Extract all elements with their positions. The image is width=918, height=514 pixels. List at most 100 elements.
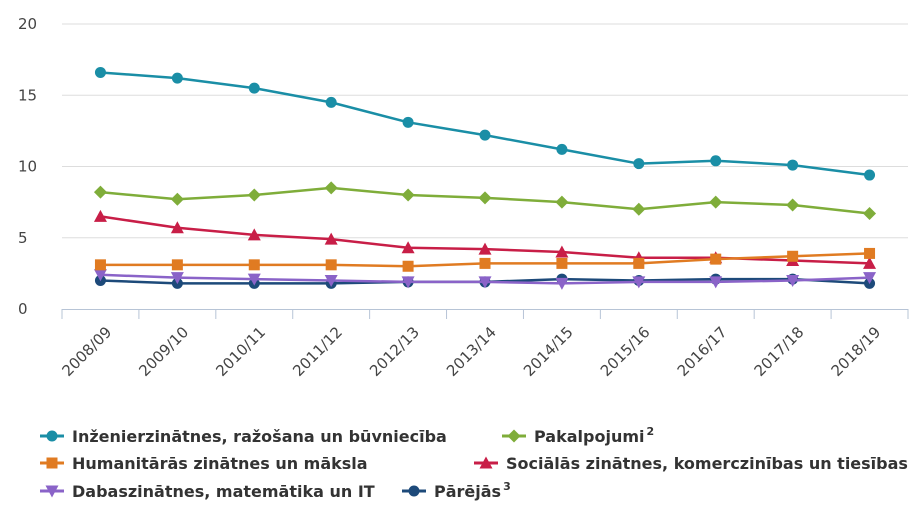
series-2 xyxy=(93,181,877,221)
data-point xyxy=(94,66,106,78)
legend-marker xyxy=(46,457,58,469)
data-point xyxy=(479,129,491,141)
series-line xyxy=(100,215,870,265)
data-point xyxy=(786,198,800,212)
x-tick-label: 2012/13 xyxy=(366,323,423,380)
data-point xyxy=(863,256,877,269)
legend-label-text: Inženierzinātnes, ražošana un būvniecība xyxy=(72,427,447,446)
data-point xyxy=(478,276,492,289)
series-5 xyxy=(93,269,877,290)
y-tick-label: 0 xyxy=(18,300,28,318)
data-point xyxy=(632,202,646,216)
data-point xyxy=(324,232,338,245)
data-point xyxy=(478,242,492,255)
data-point xyxy=(555,277,569,290)
y-tick-label: 10 xyxy=(18,158,37,176)
grid-layer xyxy=(62,23,908,239)
legend-marker xyxy=(479,456,493,469)
legend: Inženierzinātnes, ražošana un būvniecība… xyxy=(40,425,908,501)
x-tick-label: 2014/15 xyxy=(520,323,577,380)
data-point xyxy=(787,159,799,171)
x-tick-label: 2013/14 xyxy=(443,323,500,380)
data-point xyxy=(478,191,492,205)
data-point xyxy=(171,72,183,84)
y-tick-label: 20 xyxy=(18,15,37,33)
legend-item[interactable]: Pakalpojumi 2 xyxy=(502,425,654,446)
data-point xyxy=(93,269,107,282)
data-point xyxy=(863,207,877,221)
data-point xyxy=(864,169,876,181)
data-point xyxy=(401,188,415,202)
legend-item[interactable]: Inženierzinātnes, ražošana un būvniecība xyxy=(40,427,447,446)
legend-item[interactable]: Humanitārās zinātnes un māksla xyxy=(40,454,368,473)
legend-label-text: Sociālās zinātnes, komerczinības un ties… xyxy=(506,454,908,473)
data-point xyxy=(170,272,184,285)
data-point xyxy=(401,276,415,289)
series-3 xyxy=(94,247,876,272)
data-point xyxy=(248,82,260,94)
data-point xyxy=(325,96,337,108)
y-tick-label: 15 xyxy=(18,86,37,104)
data-point xyxy=(787,250,799,262)
data-point xyxy=(710,253,722,265)
data-point xyxy=(170,221,184,234)
data-point xyxy=(247,228,261,241)
data-point xyxy=(633,257,645,269)
data-point xyxy=(555,195,569,209)
x-tick-label: 2011/12 xyxy=(289,323,346,380)
data-point xyxy=(633,158,645,170)
data-point xyxy=(632,276,646,289)
legend-label: Dabaszinātnes, matemātika un IT xyxy=(72,482,375,501)
x-tick-label: 2010/11 xyxy=(212,323,269,380)
data-point xyxy=(864,247,876,259)
data-point xyxy=(556,143,568,155)
legend-item[interactable]: Dabaszinātnes, matemātika un IT xyxy=(40,482,375,501)
series-line xyxy=(100,71,870,177)
legend-marker xyxy=(46,430,58,442)
series-1 xyxy=(94,66,876,181)
legend-label: Inženierzinātnes, ražošana un būvniecība xyxy=(72,427,447,446)
series-layer xyxy=(93,66,877,290)
data-point xyxy=(863,272,877,285)
x-tick-label: 2017/18 xyxy=(751,323,808,380)
legend-label-text: Pārējās xyxy=(434,482,501,501)
data-point xyxy=(709,276,723,289)
data-point xyxy=(93,209,107,222)
data-point xyxy=(94,259,106,271)
data-point xyxy=(325,259,337,271)
data-point xyxy=(555,245,569,258)
data-point xyxy=(170,192,184,206)
data-point xyxy=(710,155,722,167)
legend-footnote-marker: 2 xyxy=(647,425,655,438)
legend-label-text: Dabaszinātnes, matemātika un IT xyxy=(72,482,375,501)
data-point xyxy=(248,259,260,271)
x-tick-label: 2015/16 xyxy=(597,323,654,380)
data-point xyxy=(247,188,261,202)
legend-label: Pārējās 3 xyxy=(434,480,511,501)
legend-label: Sociālās zinātnes, komerczinības un ties… xyxy=(506,454,908,473)
data-point xyxy=(401,241,415,254)
data-point xyxy=(556,257,568,269)
data-point xyxy=(247,273,261,286)
data-point xyxy=(324,275,338,287)
x-tick-label: 2016/17 xyxy=(674,323,731,380)
legend-label-text: Humanitārās zinātnes un māksla xyxy=(72,454,368,473)
legend-label-text: Pakalpojumi xyxy=(534,427,645,446)
data-point xyxy=(786,275,800,287)
data-point xyxy=(402,116,414,128)
legend-label: Pakalpojumi 2 xyxy=(534,425,654,446)
y-tick-label: 5 xyxy=(18,229,28,247)
data-point xyxy=(479,257,491,269)
x-tick-label: 2018/19 xyxy=(828,323,885,380)
data-point xyxy=(93,185,107,199)
legend-marker xyxy=(507,429,521,443)
x-tick-label: 2009/10 xyxy=(135,323,192,380)
legend-item[interactable]: Sociālās zinātnes, komerczinības un ties… xyxy=(474,454,908,473)
legend-label: Humanitārās zinātnes un māksla xyxy=(72,454,368,473)
data-point xyxy=(324,181,338,195)
legend-footnote-marker: 3 xyxy=(503,480,511,493)
legend-marker xyxy=(408,485,420,497)
x-tick-label: 2008/09 xyxy=(58,323,115,380)
legend-item[interactable]: Pārējās 3 xyxy=(402,480,511,501)
